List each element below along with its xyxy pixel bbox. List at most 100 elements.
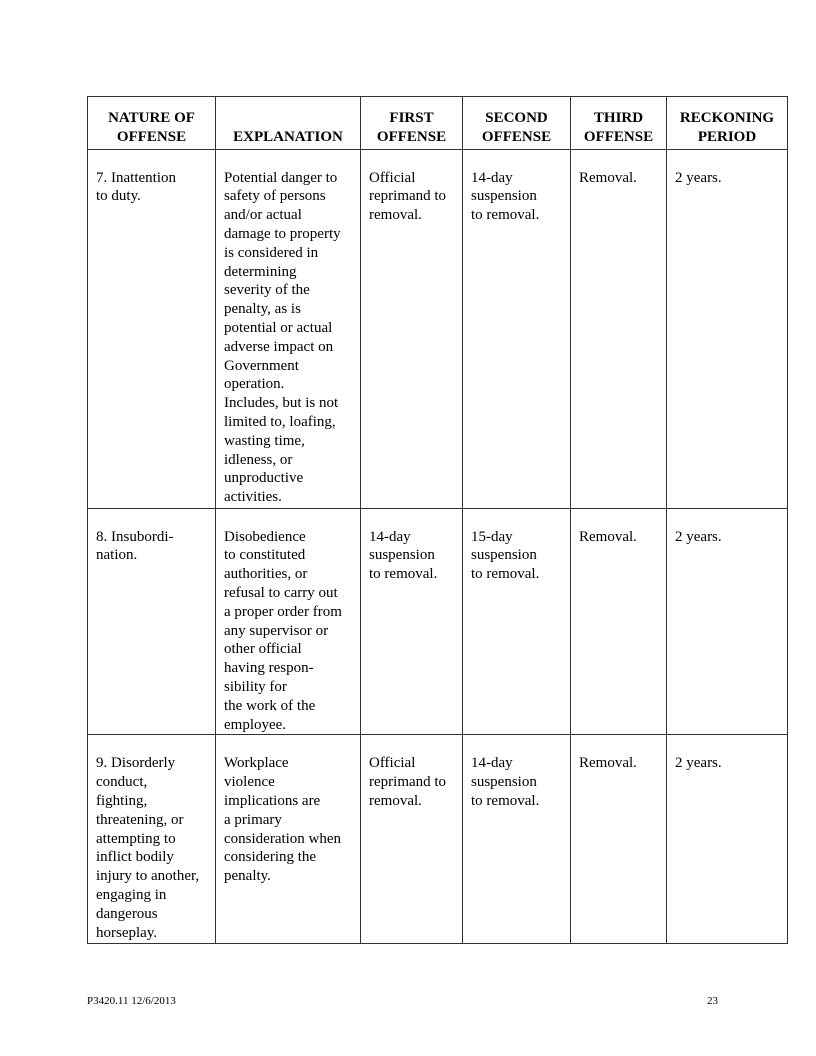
cell-text: suspension: [471, 188, 537, 205]
cell-text: activities.: [224, 489, 282, 506]
cell-text: having respon-: [224, 660, 314, 677]
cell-text: damage to property: [224, 225, 341, 242]
cell-text: adverse impact on: [224, 338, 334, 355]
cell-text: reprimand to: [369, 188, 447, 205]
cell-text: a proper order from: [224, 603, 342, 620]
cell-text: sibility for: [224, 678, 287, 695]
cell-text: suspension: [369, 547, 435, 564]
cell-explanation: Disobedience to constituted authorities, o…: [215, 507, 361, 736]
cell-text: attempting to: [96, 830, 176, 847]
cell-text: potential or actual: [224, 319, 333, 336]
header-text: THIRD: [593, 110, 644, 126]
cell-text: determining: [224, 263, 297, 280]
cell-text: unproductive: [224, 470, 304, 487]
document-id: P3420.11 12/6/2013: [87, 995, 176, 1007]
cell-text: engaging in: [96, 886, 167, 903]
header-text: FIRST: [389, 110, 434, 126]
header-third-offense: THIRD OFFENSE: [570, 96, 667, 150]
header-text: OFFENSE: [481, 128, 552, 145]
cell-text: any supervisor or: [224, 622, 329, 639]
header-nature-of-offense: NATURE OF OFFENSE: [87, 96, 216, 150]
header-text: SECOND: [485, 110, 548, 126]
cell-explanation: Workplace violence implications are a prima…: [215, 734, 361, 945]
cell-text: 14-day: [471, 755, 513, 772]
header-second-offense: SECOND OFFENSE: [462, 96, 571, 150]
cell-text: idleness, or: [224, 451, 293, 468]
cell-text: injury to another,: [96, 868, 200, 885]
cell-text: 7. Inattention: [96, 169, 176, 186]
cell-nature-of-offense: 8. Insubordi-nation.: [87, 507, 216, 736]
cell-third-offense: Removal.: [570, 734, 667, 945]
offense-penalty-table: NATURE OF OFFENSE EXPLANATION FIRST OFFENSE S…: [87, 96, 788, 945]
cell-text: Workplace: [224, 755, 289, 772]
cell-reckoning-period: 2 years.: [666, 148, 788, 509]
header-text: RECKONING: [679, 110, 775, 126]
cell-text: Government: [224, 357, 299, 374]
cell-text: other official: [224, 641, 302, 658]
cell-text: refusal to carry out: [224, 584, 338, 601]
header-text: PERIOD: [697, 128, 757, 145]
cell-text: Official: [369, 169, 416, 186]
cell-text: penalty, as is: [224, 301, 301, 318]
cell-text: dangerous: [96, 905, 158, 922]
table-row: 9. Disorderly conduct, fighting, threatenin…: [87, 734, 788, 945]
cell-text: fighting,: [96, 792, 148, 809]
cell-first-offense: 14-day suspension to removal.: [360, 507, 463, 736]
cell-nature-of-offense: 7. Inattention to duty.: [87, 148, 216, 509]
cell-text: operation.: [224, 376, 285, 393]
header-row: NATURE OF OFFENSE EXPLANATION FIRST OFFENSE S…: [87, 96, 788, 150]
cell-reckoning-period: 2 years.: [666, 507, 788, 736]
cell-text: authorities, or: [224, 566, 308, 583]
cell-third-offense: Removal.: [570, 148, 667, 509]
cell-text: is considered in: [224, 244, 319, 261]
header-reckoning-period: RECKONING PERIOD: [666, 96, 788, 150]
cell-text: the work of the: [224, 697, 316, 714]
cell-text: consideration when: [224, 830, 342, 847]
header-text: NATURE OF: [108, 110, 195, 126]
cell-text: Removal.: [579, 528, 637, 545]
cell-text: to removal.: [471, 566, 540, 583]
cell-text: limited to, loafing,: [224, 413, 336, 430]
cell-text: to removal.: [471, 792, 540, 809]
cell-text: to constituted: [224, 547, 306, 564]
cell-text: threatening, or: [96, 811, 184, 828]
header-text: OFFENSE: [376, 128, 447, 145]
cell-text: 2 years.: [675, 169, 722, 186]
cell-text: 14-day: [471, 169, 513, 186]
cell-text: a primary: [224, 811, 282, 828]
cell-text: to removal.: [369, 566, 438, 583]
cell-text: removal.: [369, 792, 422, 809]
cell-nature-of-offense: 9. Disorderly conduct, fighting, threatenin…: [87, 734, 216, 945]
cell-second-offense: 14-day suspension to removal.: [462, 148, 571, 509]
cell-text: 15-day: [471, 528, 513, 545]
cell-text: Disobedience: [224, 528, 306, 545]
header-text: OFFENSE: [583, 128, 654, 145]
cell-text: Removal.: [579, 755, 637, 772]
cell-text: reprimand to: [369, 774, 447, 791]
cell-text: inflict bodily: [96, 849, 174, 866]
cell-text: Potential danger to: [224, 169, 338, 186]
cell-text: 14-day: [369, 528, 411, 545]
cell-text: wasting time,: [224, 432, 305, 449]
cell-text: severity of the: [224, 282, 310, 299]
cell-text: to removal.: [471, 207, 540, 224]
cell-text: suspension: [471, 774, 537, 791]
header-text: EXPLANATION: [233, 128, 343, 145]
cell-text: violence: [224, 774, 275, 791]
cell-text: Official: [369, 755, 416, 772]
header-text: OFFENSE: [116, 128, 187, 145]
cell-second-offense: 15-day suspension to removal.: [462, 507, 571, 736]
cell-text: nation.: [96, 547, 138, 564]
cell-text: conduct,: [96, 774, 148, 791]
cell-text: to duty.: [96, 188, 141, 205]
cell-text: 2 years.: [675, 755, 722, 772]
header-explanation: EXPLANATION: [215, 96, 361, 150]
cell-text: Removal.: [579, 169, 637, 186]
cell-text: considering the: [224, 849, 317, 866]
cell-text: employee.: [224, 716, 287, 733]
cell-second-offense: 14-day suspension to removal.: [462, 734, 571, 945]
cell-text: suspension: [471, 547, 537, 564]
table-row: 8. Insubordi-nation. Disobedience to const…: [87, 507, 788, 736]
table-row: 7. Inattention to duty. Potential danger t…: [87, 148, 788, 509]
cell-text: 8. Insubordi-: [96, 528, 174, 545]
